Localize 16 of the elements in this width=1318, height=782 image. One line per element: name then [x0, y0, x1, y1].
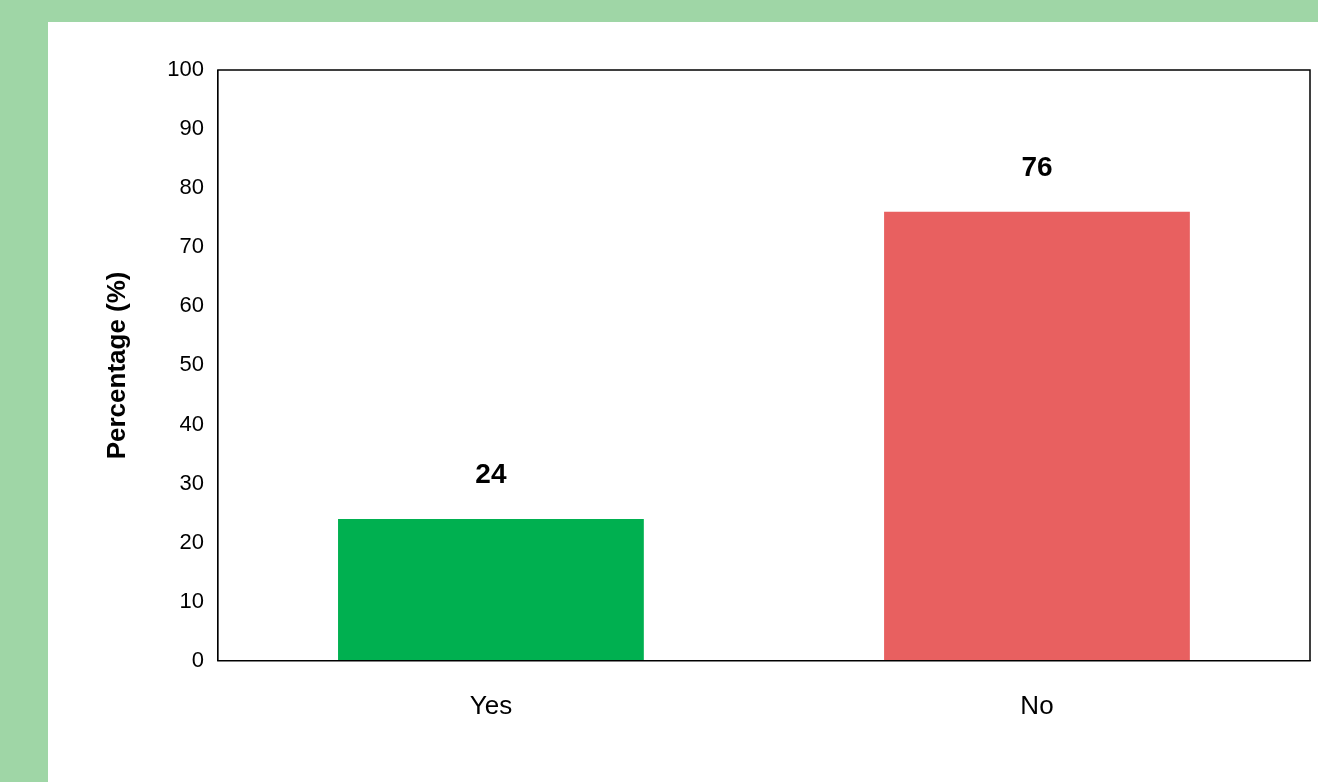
y-tick-label: 90: [179, 115, 204, 141]
y-tick-label: 10: [179, 587, 204, 613]
y-tick-label: 80: [179, 174, 204, 200]
x-tick-label: Yes: [469, 689, 513, 720]
data-label: 76: [1021, 150, 1053, 182]
y-tick-label: 70: [179, 233, 204, 259]
x-tick-label: No: [1020, 689, 1054, 720]
y-tick-label: 20: [179, 528, 204, 554]
y-axis-title: Percentage (%): [100, 271, 131, 460]
y-tick-label: 50: [179, 351, 204, 377]
y-tick-label: 40: [179, 410, 204, 436]
y-tick-label: 30: [179, 469, 204, 495]
y-tick-label: 0: [191, 646, 204, 672]
y-tick-label: 100: [167, 56, 204, 82]
y-tick-label: 60: [179, 292, 204, 318]
data-label: 24: [475, 457, 507, 489]
